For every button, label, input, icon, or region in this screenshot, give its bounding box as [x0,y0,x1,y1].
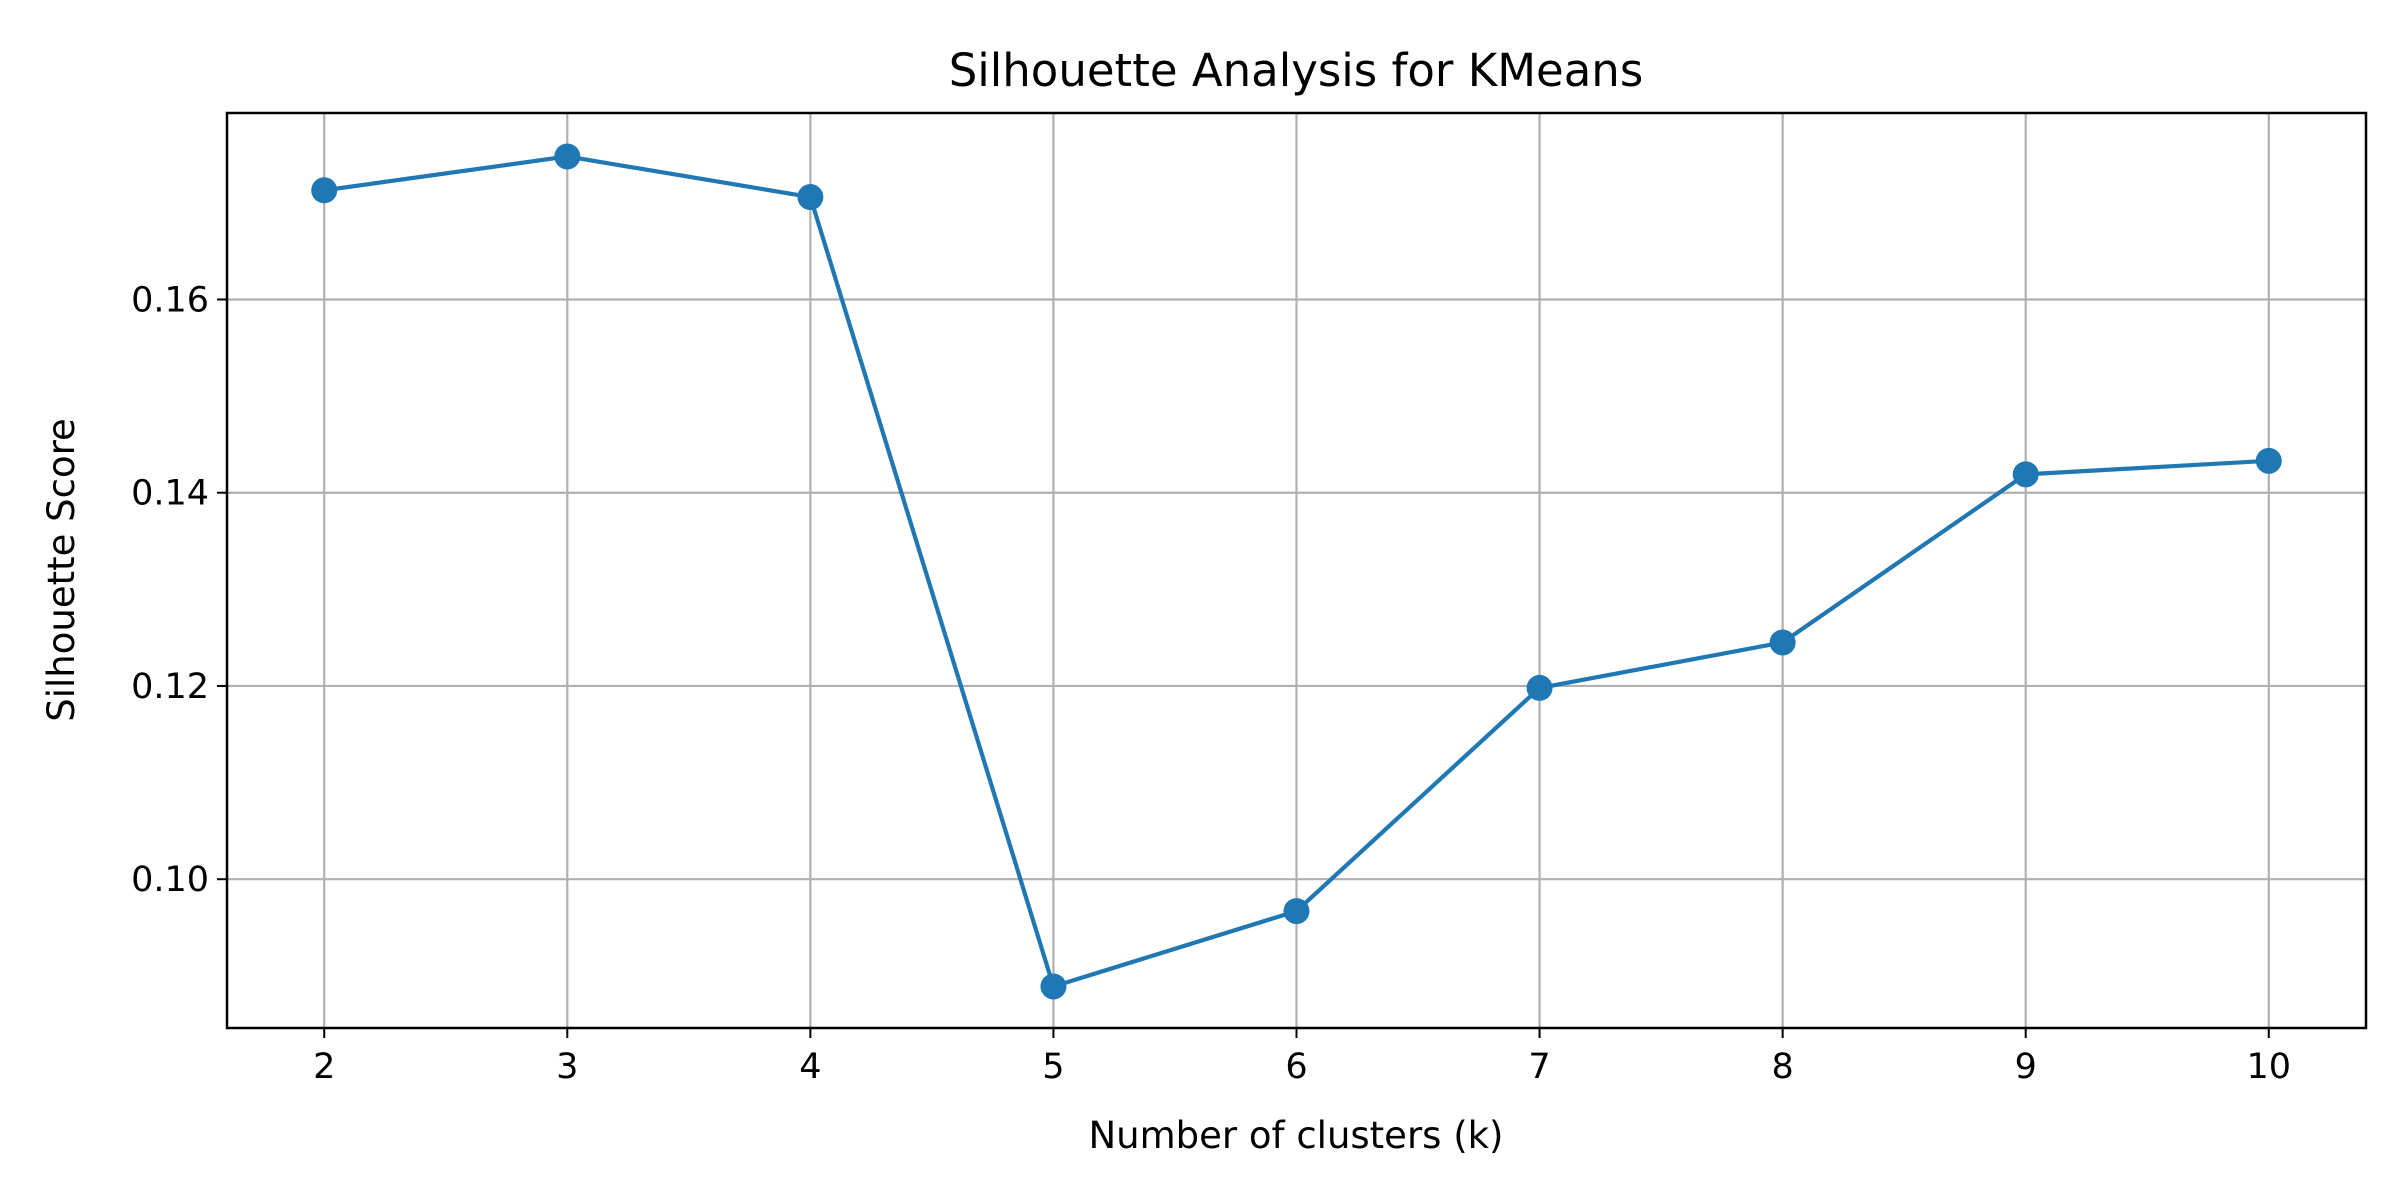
x-axis-ticks: 2 3 4 5 6 7 8 9 10 [313,1028,2291,1087]
data-point [554,143,581,170]
y-tick-label: 0.16 [131,280,209,320]
x-tick-label: 7 [1528,1047,1550,1087]
y-tick-label: 0.10 [131,860,209,900]
data-point [1283,898,1310,925]
y-axis-label: Silhouette Score [40,418,83,722]
x-tick-label: 8 [1771,1047,1793,1087]
x-tick-label: 5 [1042,1047,1064,1087]
data-point [1769,629,1796,656]
x-tick-label: 2 [313,1047,335,1087]
series-markers [311,143,2282,1000]
data-point [311,177,338,204]
y-tick-label: 0.12 [131,667,209,707]
grid [227,113,2366,1028]
x-axis-label: Number of clusters (k) [1089,1114,1504,1157]
data-point [1526,674,1553,701]
data-point [797,184,824,211]
x-tick-label: 6 [1285,1047,1307,1087]
y-tick-label: 0.14 [131,474,209,514]
x-tick-label: 3 [556,1047,578,1087]
data-point [2255,447,2282,474]
x-tick-label: 4 [799,1047,821,1087]
y-axis-ticks: 0.10 0.12 0.14 0.16 [131,280,227,900]
x-tick-label: 9 [2015,1047,2037,1087]
data-point [1040,973,1067,1000]
x-tick-label: 10 [2246,1047,2291,1087]
data-point [2012,461,2039,488]
chart-title: Silhouette Analysis for KMeans [949,44,1644,97]
